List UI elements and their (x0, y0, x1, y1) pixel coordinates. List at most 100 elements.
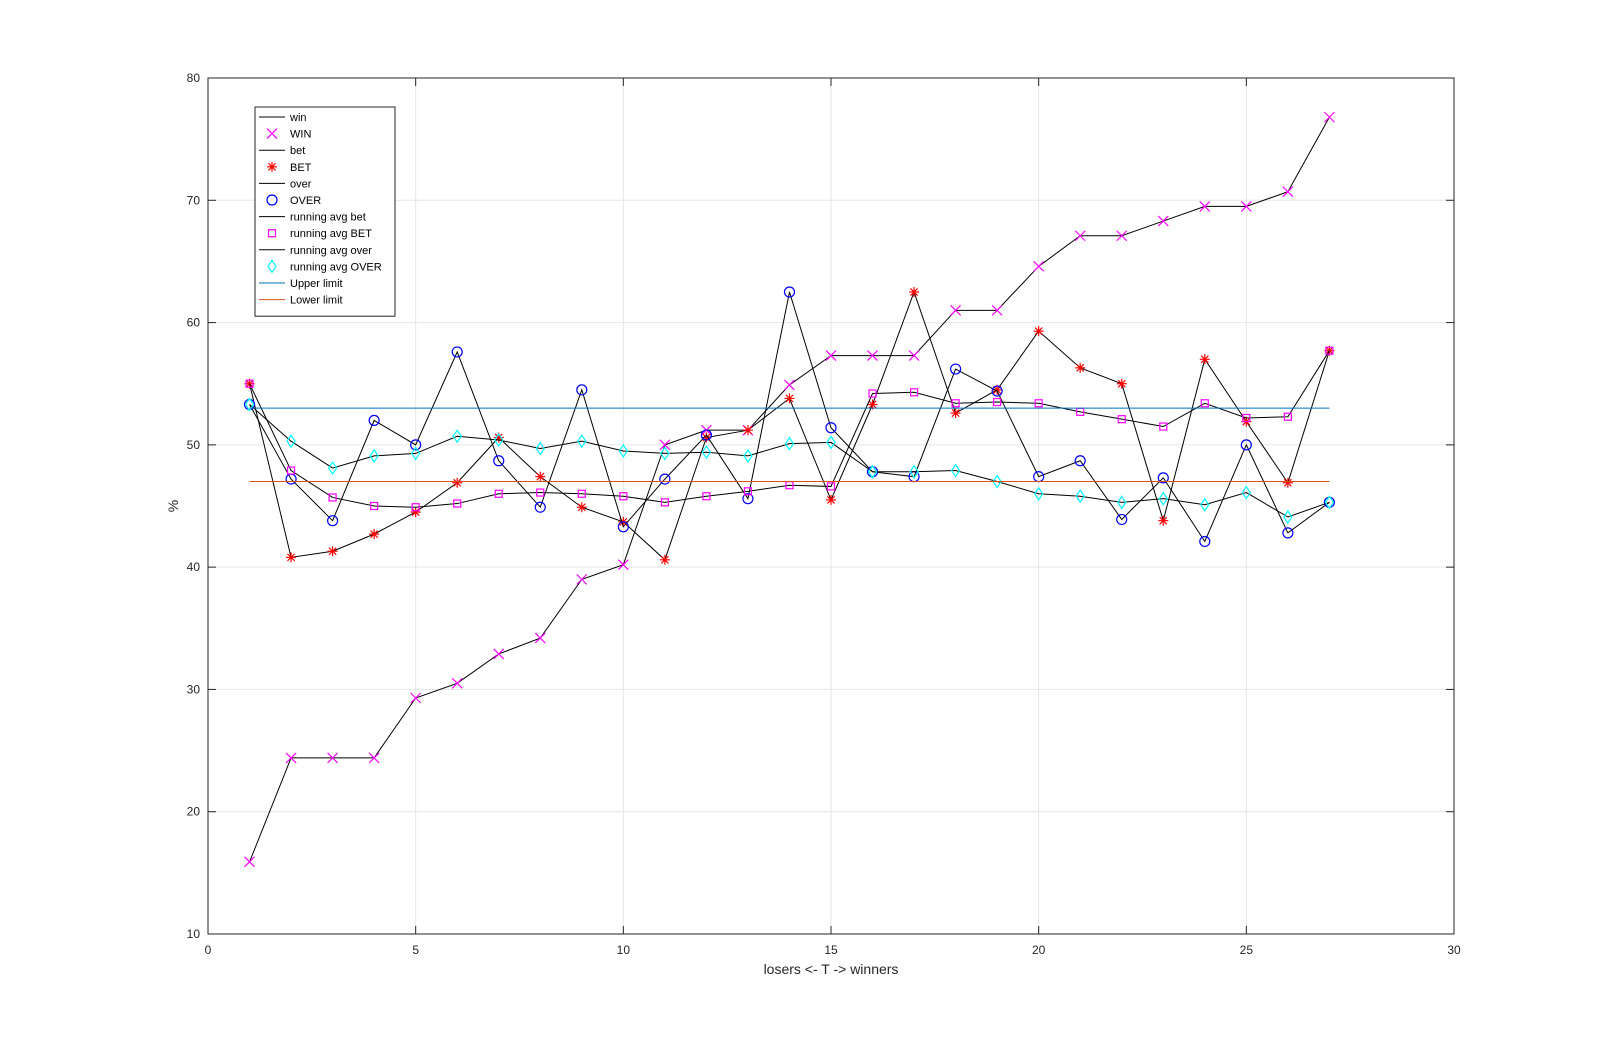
data-point (1325, 346, 1334, 355)
x-tick-label: 30 (1447, 943, 1461, 957)
data-point (742, 425, 753, 436)
legend-label: Upper limit (290, 278, 343, 290)
data-point (327, 515, 339, 527)
data-point (1074, 230, 1086, 242)
legend: win WIN bet BET over OVER running avg bet runni… (254, 106, 396, 317)
data-point (535, 471, 546, 482)
data-point (1033, 260, 1045, 272)
legend-item: running avg OVER (267, 259, 382, 274)
data-point (410, 446, 421, 461)
y-tick-label: 60 (187, 316, 201, 330)
legend-item: win (259, 112, 307, 124)
series-group (243, 111, 1336, 868)
legend-item: bet (259, 145, 305, 157)
legend-item: running avg over (259, 245, 372, 257)
y-axis-label: % (165, 500, 181, 512)
data-point (908, 350, 920, 362)
legend-item: Upper limit (259, 278, 343, 290)
data-point (1158, 515, 1169, 526)
data-point (784, 379, 795, 391)
legend-item: BET (267, 161, 312, 174)
data-point (783, 286, 796, 298)
data-point (244, 397, 255, 412)
data-point (1075, 362, 1086, 373)
data-point (494, 489, 503, 498)
data-point (743, 487, 753, 496)
x-tick-label: 20 (1032, 943, 1046, 957)
data-point (826, 482, 836, 491)
data-point (1075, 489, 1085, 504)
data-point (451, 677, 463, 689)
data-point (1033, 486, 1044, 501)
data-point (1200, 399, 1209, 408)
x-tick-label: 10 (617, 943, 631, 957)
legend-label: running avg over (290, 245, 372, 257)
data-point (909, 464, 919, 479)
data-point (493, 455, 505, 467)
data-point (1116, 378, 1127, 389)
data-point (452, 477, 463, 488)
data-point (535, 441, 545, 456)
data-point (1200, 497, 1210, 512)
data-point (825, 350, 837, 362)
x-axis-label: losers <- T -> winners (764, 961, 899, 977)
x-tick-label: 5 (412, 943, 419, 957)
data-point (868, 389, 877, 398)
legend-label: running avg BET (290, 228, 372, 240)
data-point (1117, 415, 1126, 424)
data-point (1241, 485, 1252, 500)
series-over (243, 286, 1336, 548)
data-point (825, 422, 837, 434)
data-point (244, 856, 255, 868)
data-point (991, 385, 1003, 397)
data-point (451, 346, 463, 358)
legend-label: WIN (290, 129, 311, 141)
legend-marker-swatch (266, 128, 278, 140)
legend-label: OVER (290, 195, 321, 207)
series-bet (244, 287, 1335, 565)
data-point (949, 363, 962, 375)
data-point (286, 552, 297, 563)
series-running-avg-bet (245, 346, 1334, 512)
data-point (536, 488, 545, 497)
legend-label: running avg OVER (290, 261, 382, 273)
data-point (950, 408, 961, 419)
data-point (617, 521, 629, 533)
data-point (1240, 200, 1252, 212)
data-point (1074, 455, 1086, 467)
data-point (993, 397, 1002, 407)
data-point (784, 436, 795, 451)
data-point (909, 287, 920, 297)
data-point (452, 429, 462, 444)
data-point (411, 503, 420, 512)
y-tick-label: 10 (187, 927, 201, 941)
data-point (286, 434, 296, 449)
legend-item: running avg BET (267, 228, 372, 240)
legend-label: BET (290, 162, 312, 174)
data-point (1034, 399, 1043, 408)
data-point (701, 445, 712, 460)
data-point (826, 494, 836, 505)
legend-marker-swatch (267, 259, 277, 274)
x-tick-label: 0 (205, 943, 212, 957)
data-point (950, 304, 962, 316)
data-point (1282, 527, 1294, 539)
legend-label: bet (290, 145, 305, 157)
data-point (1324, 495, 1335, 510)
data-point (909, 388, 919, 397)
data-point (1283, 412, 1292, 421)
data-point (1199, 354, 1210, 365)
series-running-avg-over (249, 404, 1330, 518)
data-point (1157, 472, 1169, 484)
data-point (410, 439, 422, 451)
data-point (576, 502, 587, 513)
data-point (659, 473, 671, 485)
data-point (327, 752, 339, 764)
y-tick-label: 70 (187, 193, 201, 207)
x-tick-label: 25 (1240, 943, 1254, 957)
data-point (368, 752, 380, 764)
data-point (453, 499, 462, 508)
data-point (992, 474, 1002, 489)
series-line (249, 291, 1330, 543)
